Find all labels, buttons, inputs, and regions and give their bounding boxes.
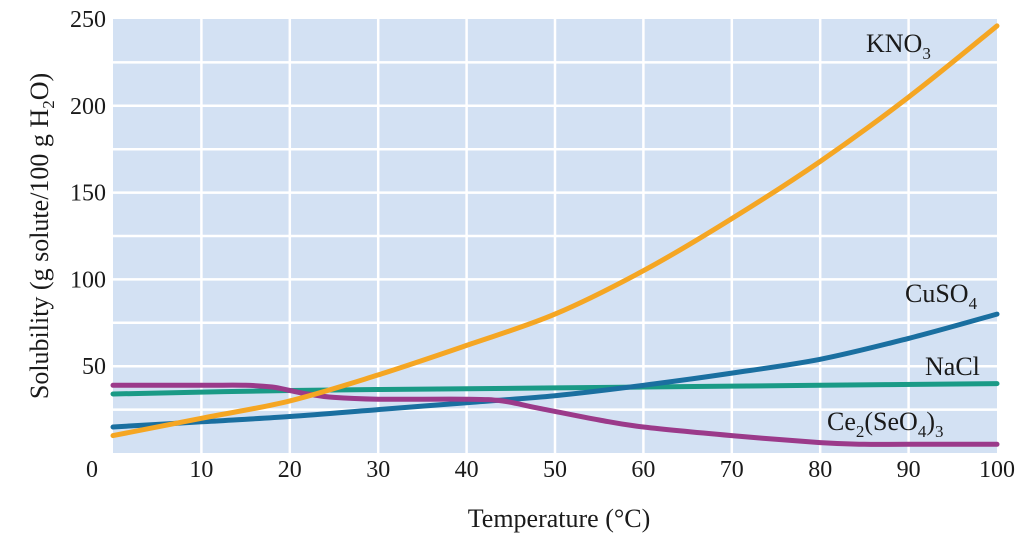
x-tick-label: 60 [631, 457, 655, 483]
series-line-ce2-seo4-3 [110, 382, 1000, 447]
x-tick-label: 40 [455, 457, 479, 483]
x-tick-label: 10 [189, 457, 213, 483]
y-tick-label: 250 [70, 7, 106, 33]
series-line-nacl [110, 381, 1000, 397]
y-tick-label: 50 [82, 354, 106, 380]
y-tick-label: 150 [70, 181, 106, 207]
series-label-kno3: KNO3 [866, 29, 931, 63]
x-tick-label: 30 [366, 457, 390, 483]
series-label-nacl: NaCl [925, 352, 980, 381]
y-tick-label: 100 [70, 267, 106, 293]
series-labels: KNO3 CuSO4 NaCl Ce2(SeO4)3 [827, 29, 980, 441]
y-axis-label: Solubility (g solute/100 g H2O) [25, 73, 58, 399]
x-tick-label: 100 [979, 457, 1015, 483]
series-label-cuso4: CuSO4 [905, 279, 978, 313]
x-tick-labels: 0 10 20 30 40 50 60 70 80 90 100 [86, 457, 1015, 483]
x-axis-label: Temperature (°C) [468, 504, 651, 533]
x-tick-label: 0 [86, 457, 98, 483]
x-tick-label: 80 [808, 457, 832, 483]
y-tick-labels: 50 100 150 200 250 [70, 7, 106, 380]
x-tick-label: 50 [543, 457, 567, 483]
x-tick-label: 70 [720, 457, 744, 483]
y-tick-label: 200 [70, 94, 106, 120]
series-line-cuso4 [110, 311, 1000, 430]
x-tick-label: 20 [278, 457, 302, 483]
series-label-ce2-seo4-3: Ce2(SeO4)3 [827, 407, 944, 441]
series-lines [110, 23, 1000, 447]
x-tick-label: 90 [897, 457, 921, 483]
series-line-kno3 [110, 23, 1000, 439]
